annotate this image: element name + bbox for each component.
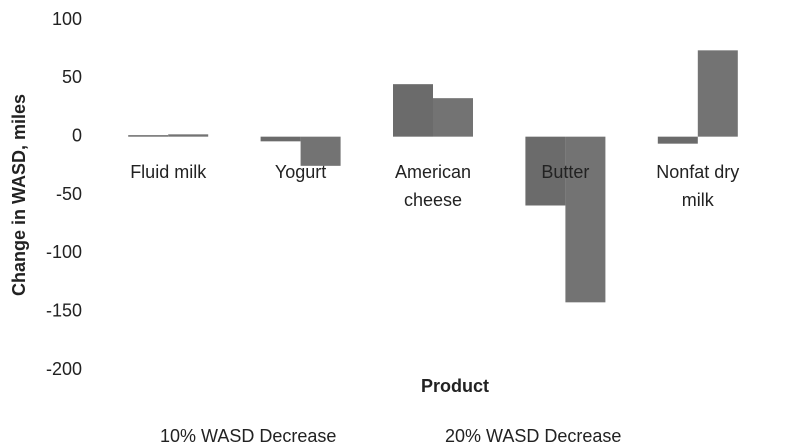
y-tick-label: -200 [46, 359, 82, 379]
y-tick-label: 50 [62, 67, 82, 87]
y-tick-label: 0 [72, 125, 82, 145]
x-tick-label: Nonfat dry milk [656, 162, 739, 210]
bar [657, 136, 698, 144]
bar [168, 134, 209, 137]
x-tick-label: Fluid milk [130, 162, 207, 182]
legend-label: 10% WASD Decrease [160, 426, 336, 446]
bar [260, 136, 301, 142]
y-axis-label: Change in WASD, miles [9, 94, 29, 296]
bar [525, 136, 566, 206]
x-axis-label: Product [421, 376, 489, 396]
x-tick-label: Yogurt [275, 162, 326, 182]
bar [433, 98, 473, 137]
y-tick-label: 100 [52, 9, 82, 29]
bar [128, 135, 169, 137]
y-tick-label: -150 [46, 300, 82, 320]
legend-label: 20% WASD Decrease [445, 426, 621, 446]
y-tick-label: -100 [46, 242, 82, 262]
bar [697, 50, 738, 137]
x-tick-label: Butter [541, 162, 589, 182]
bar [393, 84, 433, 137]
bar [300, 136, 341, 166]
y-tick-label: -50 [56, 184, 82, 204]
x-tick-label: American cheese [395, 162, 471, 210]
bar [565, 136, 606, 303]
